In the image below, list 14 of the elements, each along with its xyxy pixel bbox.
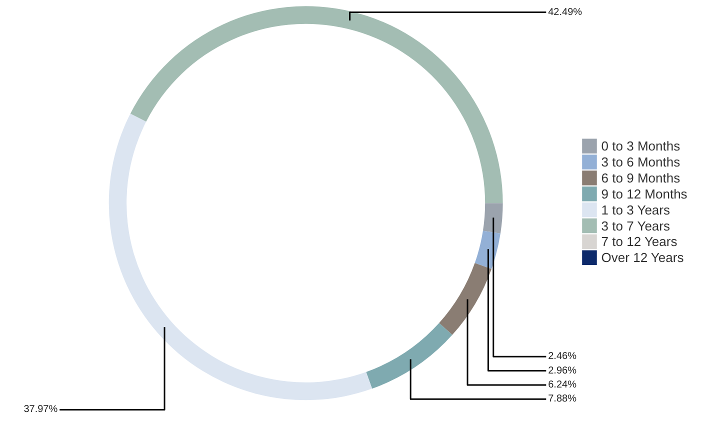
legend-label: 0 to 3 Months [601, 138, 681, 154]
legend-label: 1 to 3 Years [601, 202, 670, 218]
legend-label: 6 to 9 Months [601, 170, 681, 186]
data-label: 7.88% [548, 394, 577, 405]
data-label: 6.24% [548, 379, 577, 390]
data-label: 37.97% [24, 404, 58, 416]
legend-label: 9 to 12 Months [601, 186, 688, 202]
data-label: 42.49% [548, 6, 582, 18]
data-label: 2.46% [548, 351, 577, 362]
legend-label: Over 12 Years [601, 250, 684, 266]
legend-label: 3 to 7 Years [601, 218, 670, 234]
legend-label: 3 to 6 Months [601, 154, 681, 170]
legend-label: 7 to 12 Years [601, 234, 678, 250]
data-label: 2.96% [548, 365, 577, 376]
